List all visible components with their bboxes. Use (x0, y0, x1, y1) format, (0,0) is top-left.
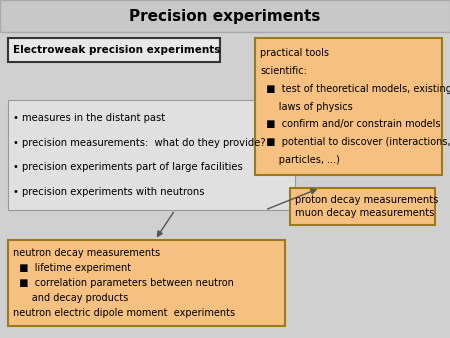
Text: proton decay measurements: proton decay measurements (295, 195, 438, 205)
Text: • precision experiments with neutrons: • precision experiments with neutrons (13, 187, 204, 197)
Text: ■  correlation parameters between neutron: ■ correlation parameters between neutron (13, 278, 234, 288)
Text: Electroweak precision experiments: Electroweak precision experiments (13, 45, 220, 55)
Text: ■  confirm and/or constrain models: ■ confirm and/or constrain models (260, 119, 441, 129)
Bar (0, 0, 450, 32)
Text: • precision experiments part of large facilities: • precision experiments part of large fa… (13, 162, 243, 172)
FancyBboxPatch shape (290, 188, 435, 225)
Text: neutron electric dipole moment  experiments: neutron electric dipole moment experimen… (13, 308, 235, 318)
FancyBboxPatch shape (255, 38, 442, 175)
Text: • measures in the distant past: • measures in the distant past (13, 113, 165, 123)
FancyBboxPatch shape (8, 100, 295, 210)
Text: muon decay measurements: muon decay measurements (295, 208, 434, 218)
FancyBboxPatch shape (8, 38, 220, 62)
Text: ■  test of theoretical models, existing: ■ test of theoretical models, existing (260, 83, 450, 94)
Text: laws of physics: laws of physics (260, 101, 353, 112)
Text: ■  lifetime experiment: ■ lifetime experiment (13, 263, 131, 273)
Text: Precision experiments: Precision experiments (129, 8, 321, 24)
Text: ■  potential to discover (interactions,: ■ potential to discover (interactions, (260, 137, 450, 147)
Text: neutron decay measurements: neutron decay measurements (13, 248, 160, 258)
FancyBboxPatch shape (8, 240, 285, 326)
Text: practical tools: practical tools (260, 48, 329, 58)
Text: scientific:: scientific: (260, 66, 307, 76)
Text: particles, ...): particles, ...) (260, 155, 340, 165)
Text: • precision measurements:  what do they provide?: • precision measurements: what do they p… (13, 138, 266, 148)
Text: and decay products: and decay products (13, 293, 128, 303)
